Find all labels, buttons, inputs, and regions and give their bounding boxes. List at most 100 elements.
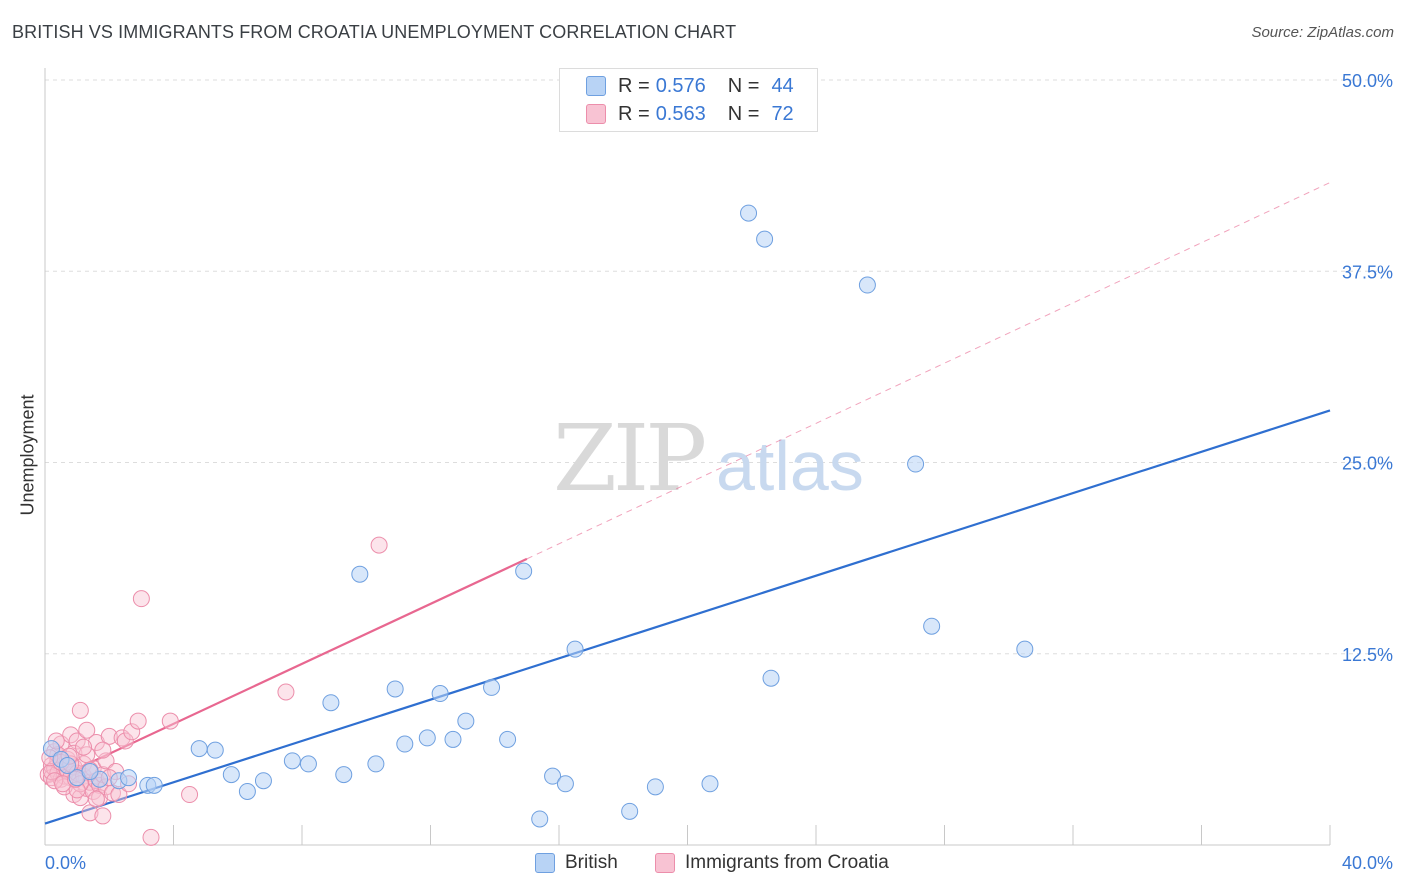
croatia-point	[132, 590, 150, 608]
british-point	[907, 455, 925, 473]
axes	[44, 68, 1331, 846]
british-point	[621, 802, 639, 820]
source-label: Source: ZipAtlas.com	[1251, 24, 1394, 41]
legend-row-british: R = 0.576 N = 44	[586, 74, 794, 98]
croatia-swatch	[655, 853, 675, 873]
british-point	[515, 562, 533, 580]
croatia-swatch	[586, 104, 606, 124]
british-point	[206, 741, 224, 759]
british-point	[531, 810, 549, 828]
croatia-point	[181, 786, 199, 804]
correlation-legend: R = 0.576 N = 44 R = 0.563 N = 72	[559, 68, 818, 132]
british-point	[145, 776, 163, 794]
croatia-point	[161, 712, 179, 730]
british-point	[254, 772, 272, 790]
croatia-point	[370, 536, 388, 554]
british-point	[238, 782, 256, 800]
r-label: R =	[618, 74, 650, 97]
croatia-point	[81, 804, 99, 822]
british-point	[544, 767, 562, 785]
british-point	[646, 778, 664, 796]
british-point	[42, 740, 60, 758]
british-point	[740, 204, 758, 222]
british-point	[457, 712, 475, 730]
british-swatch	[535, 853, 555, 873]
croatia-point	[71, 701, 89, 719]
r-value: 0.576	[655, 74, 706, 97]
british-point	[1016, 640, 1034, 658]
croatia-point	[129, 712, 147, 730]
british-point	[556, 775, 574, 793]
y-axis-label: Unemployment	[17, 394, 38, 516]
croatia-trend-extension	[526, 182, 1331, 560]
croatia-point	[78, 721, 96, 739]
croatia-point	[123, 723, 141, 741]
tick-labels: 12.5% 25.0% 37.5% 50.0% 0.0% 40.0%	[45, 71, 1393, 873]
british-point	[444, 730, 462, 748]
data-points	[39, 204, 1034, 846]
x-tick-label: 40.0%	[1342, 853, 1393, 873]
croatia-point	[100, 727, 118, 745]
n-value: 44	[771, 74, 794, 97]
british-point	[283, 752, 301, 770]
british-trend-line	[44, 409, 1331, 825]
british-point	[431, 685, 449, 703]
british-point	[483, 678, 501, 696]
n-label: N =	[727, 74, 760, 97]
british-point	[566, 640, 584, 658]
chart-title: BRITISH VS IMMIGRANTS FROM CROATIA UNEMP…	[12, 22, 737, 42]
r-label: R =	[618, 102, 650, 125]
legend-row-croatia: R = 0.563 N = 72	[586, 102, 794, 126]
british-point	[396, 735, 414, 753]
british-point	[190, 740, 208, 758]
british-point	[858, 276, 876, 294]
british-point	[335, 766, 353, 784]
british-legend-label: British	[565, 852, 618, 873]
british-point	[923, 617, 941, 635]
croatia-point	[75, 738, 93, 756]
y-tick-label: 25.0%	[1342, 454, 1393, 474]
n-label: N =	[727, 102, 760, 125]
british-point	[120, 769, 138, 787]
croatia-point	[62, 726, 80, 744]
y-tick-label: 50.0%	[1342, 71, 1393, 91]
x-tick-label: 0.0%	[45, 853, 86, 873]
british-point	[367, 755, 385, 773]
croatia-point	[97, 752, 115, 770]
r-value: 0.563	[655, 102, 706, 125]
british-point	[58, 756, 76, 774]
watermark: ZIP atlas	[553, 405, 864, 512]
british-point	[756, 230, 774, 248]
croatia-point	[94, 741, 112, 759]
croatia-legend-label: Immigrants from Croatia	[685, 852, 889, 873]
n-value: 72	[771, 102, 794, 125]
british-swatch	[586, 76, 606, 96]
croatia-point	[142, 828, 160, 846]
watermark-atlas: atlas	[716, 427, 864, 505]
trend-lines	[44, 182, 1331, 825]
y-tick-label: 37.5%	[1342, 262, 1393, 282]
british-point	[299, 755, 317, 773]
british-point	[322, 694, 340, 712]
watermark-zip: ZIP	[553, 405, 704, 512]
bottom-legend-croatia: Immigrants from Croatia	[655, 852, 889, 874]
croatia-point	[116, 732, 134, 750]
croatia-point	[94, 807, 112, 825]
croatia-point	[277, 683, 295, 701]
british-point	[351, 565, 369, 583]
croatia-trend-line	[44, 557, 528, 785]
british-point	[418, 729, 436, 747]
bottom-legend-british: British	[535, 852, 618, 874]
gridlines	[45, 79, 1392, 655]
british-point	[81, 763, 99, 781]
croatia-point	[87, 790, 105, 808]
british-point	[762, 669, 780, 687]
british-point	[701, 775, 719, 793]
british-point	[499, 730, 517, 748]
croatia-point	[113, 729, 131, 747]
croatia-point	[54, 775, 72, 793]
british-point	[222, 766, 240, 784]
y-tick-label: 12.5%	[1342, 645, 1393, 665]
british-point	[386, 680, 404, 698]
